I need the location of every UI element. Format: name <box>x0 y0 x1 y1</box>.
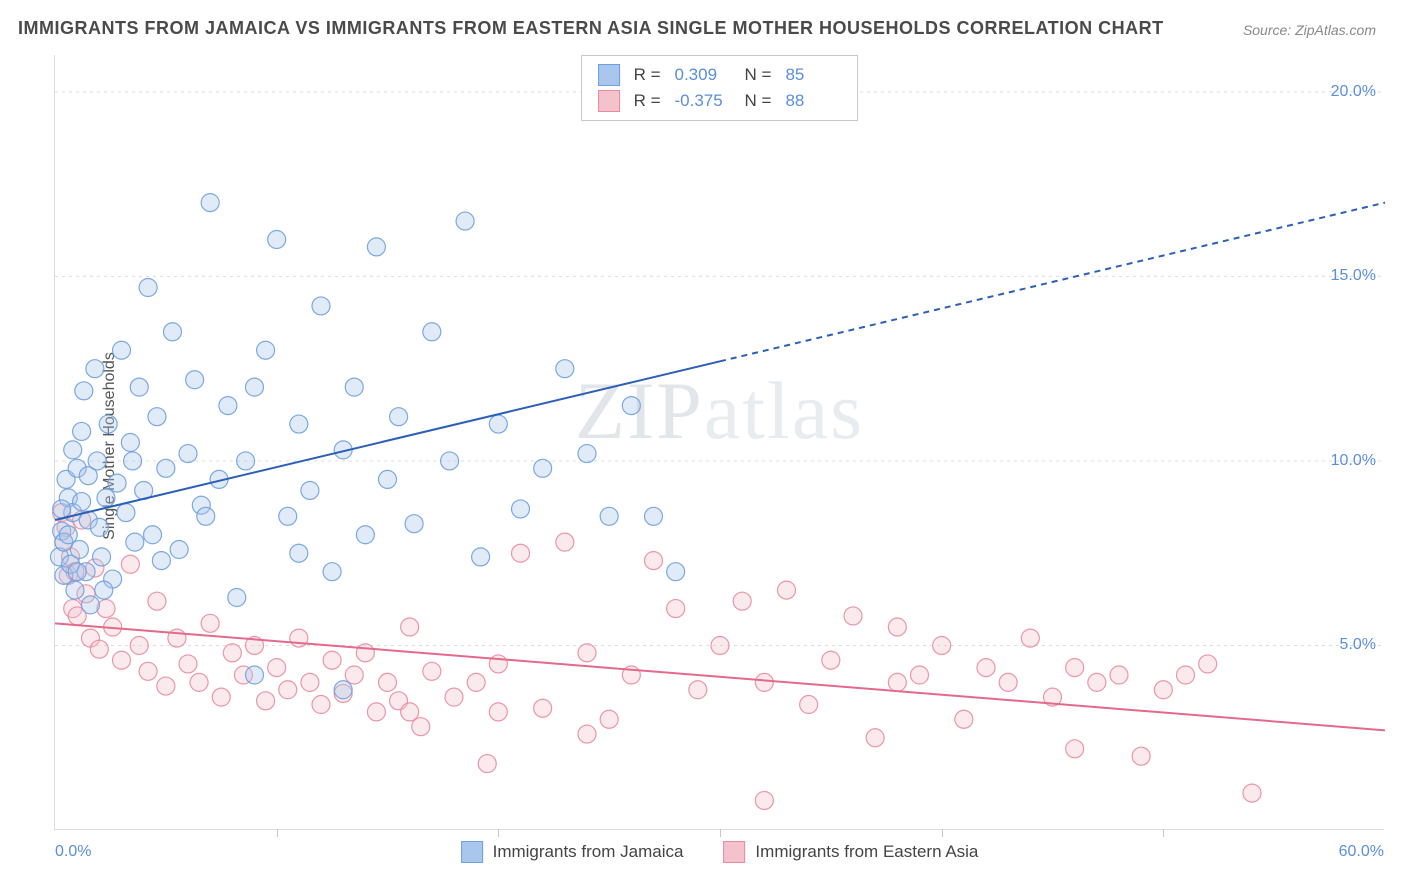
x-tick-max: 60.0% <box>1339 843 1384 861</box>
x-tick-mark <box>942 829 943 837</box>
n-value-eastern-asia: 88 <box>785 91 841 111</box>
x-tick-mark <box>1163 829 1164 837</box>
bottom-legend: Immigrants from Jamaica Immigrants from … <box>461 841 979 863</box>
n-label: N = <box>745 65 772 85</box>
source-label: Source: ZipAtlas.com <box>1243 22 1376 38</box>
legend-label-jamaica: Immigrants from Jamaica <box>493 842 684 862</box>
legend-swatch-jamaica <box>461 841 483 863</box>
legend-item-eastern-asia: Immigrants from Eastern Asia <box>723 841 978 863</box>
x-tick-mark <box>498 829 499 837</box>
stats-row-jamaica: R = 0.309 N = 85 <box>598 62 842 88</box>
y-tick-label: 10.0% <box>1331 452 1376 470</box>
r-label: R = <box>634 65 661 85</box>
x-tick-mark <box>720 829 721 837</box>
y-tick-label: 5.0% <box>1340 636 1376 654</box>
chart-title: IMMIGRANTS FROM JAMAICA VS IMMIGRANTS FR… <box>18 18 1164 39</box>
r-value-jamaica: 0.309 <box>675 65 731 85</box>
y-tick-label: 20.0% <box>1331 83 1376 101</box>
stats-box: R = 0.309 N = 85 R = -0.375 N = 88 <box>581 55 859 121</box>
scatter-plot <box>55 55 1384 829</box>
swatch-eastern-asia <box>598 90 620 112</box>
r-value-eastern-asia: -0.375 <box>675 91 731 111</box>
r-label: R = <box>634 91 661 111</box>
legend-swatch-eastern-asia <box>723 841 745 863</box>
chart-area: ZIPatlas 5.0%10.0%15.0%20.0% R = 0.309 N… <box>54 55 1384 830</box>
y-tick-label: 15.0% <box>1331 267 1376 285</box>
n-label: N = <box>745 91 772 111</box>
x-tick-mark <box>277 829 278 837</box>
n-value-jamaica: 85 <box>785 65 841 85</box>
legend-label-eastern-asia: Immigrants from Eastern Asia <box>755 842 978 862</box>
swatch-jamaica <box>598 64 620 86</box>
legend-item-jamaica: Immigrants from Jamaica <box>461 841 684 863</box>
x-tick-min: 0.0% <box>55 843 91 861</box>
stats-row-eastern-asia: R = -0.375 N = 88 <box>598 88 842 114</box>
